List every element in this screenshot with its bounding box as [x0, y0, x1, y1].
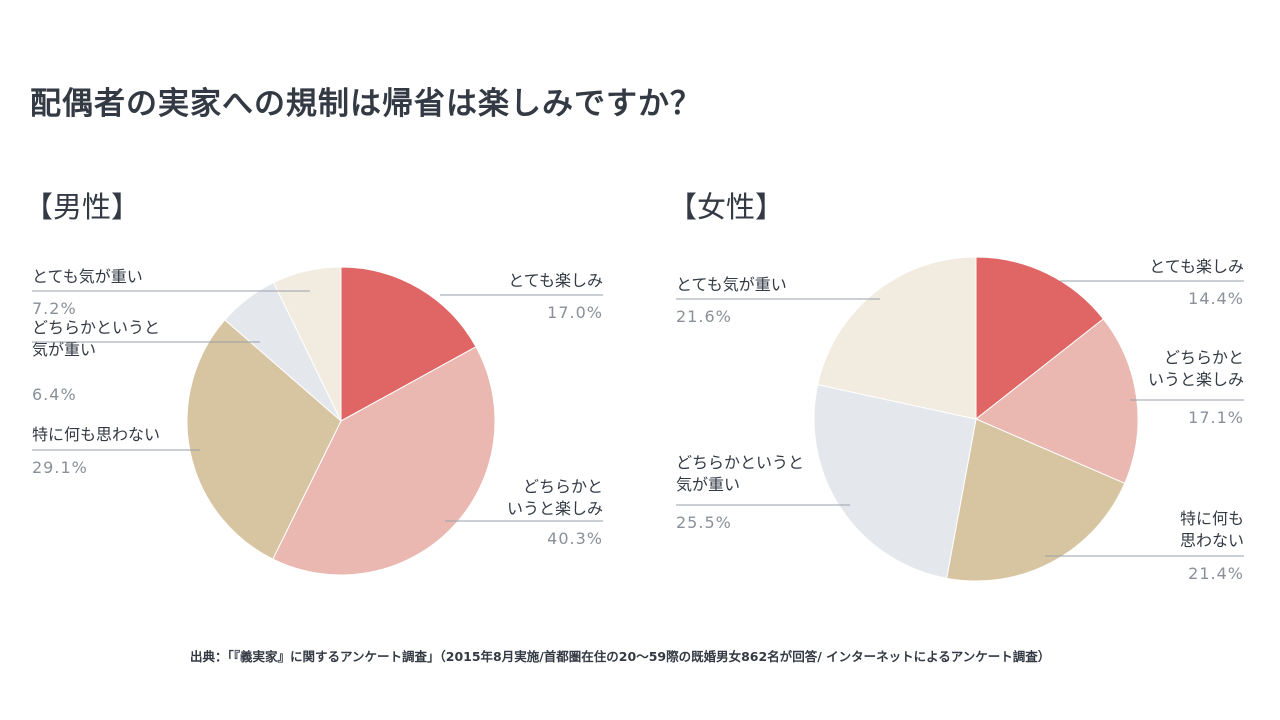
male-slice-4-label-line-1: どちらかというと: [32, 318, 160, 337]
female-slice-3-label-line-1: 特に何も: [1180, 509, 1244, 528]
female-slice-1: [975, 256, 1105, 421]
female-slice-2: [975, 318, 1139, 484]
female-slice-3-value-label: 21.4%: [1188, 564, 1244, 583]
female-slice-4: [813, 384, 977, 579]
female-slice-1-label-line-1: とても楽しみ: [1149, 257, 1244, 276]
male-slice-3-label-line-1: 特に何も思わない: [32, 425, 160, 444]
female-slice-5: [817, 256, 977, 420]
male-slice-3-value-label: 29.1%: [32, 458, 88, 477]
male-slice-2-label-line-1: どちらかと: [523, 477, 603, 496]
male-slice-2-label-line-2: いうと楽しみ: [507, 499, 603, 518]
male-slice-1: [340, 266, 477, 422]
female-slice-2-value-label: 17.1%: [1188, 408, 1244, 427]
female-slice-2-label-line-2: いうと楽しみ: [1148, 370, 1244, 389]
male-slice-4-value-label: 6.4%: [32, 385, 77, 404]
female-slice-4-label-line-2: 気が重い: [676, 475, 740, 494]
male-slice-5-label-line-1: とても気が重い: [32, 267, 143, 286]
chart-title: 配偶者の実家への規制は帰省は楽しみですか？: [30, 86, 702, 122]
female-slice-3: [946, 418, 1126, 582]
source-note: 出典：「『義実家』に関するアンケート調査」（2015年8月実施/首都圏在住の20…: [190, 649, 1051, 664]
male-slice-1-label-line-1: とても楽しみ: [508, 271, 603, 290]
female-slice-3-label-line-2: 思わない: [1180, 531, 1244, 550]
male-slice-5: [273, 266, 342, 422]
female-slice-1-value-label: 14.4%: [1188, 289, 1244, 308]
male-slice-4-label-line-2: 気が重い: [32, 340, 96, 359]
male-slice-3: [186, 319, 342, 560]
female-slice-4-value-label: 25.5%: [676, 513, 732, 532]
male-slice-1-value-label: 17.0%: [547, 303, 603, 322]
female-slice-5-value-label: 21.6%: [676, 307, 732, 326]
female-slice-5-label-line-1: とても気が重い: [676, 275, 787, 294]
female-panel-title: 【女性】: [668, 190, 785, 224]
male-panel-title: 【男性】: [24, 190, 141, 224]
male-slice-5-value-label: 7.2%: [32, 299, 77, 318]
male-slice-2: [272, 346, 496, 576]
female-slice-4-label-line-1: どちらかというと: [676, 453, 804, 472]
female-slice-2-label-line-1: どちらかと: [1164, 348, 1244, 367]
male-slice-2-value-label: 40.3%: [547, 529, 603, 548]
